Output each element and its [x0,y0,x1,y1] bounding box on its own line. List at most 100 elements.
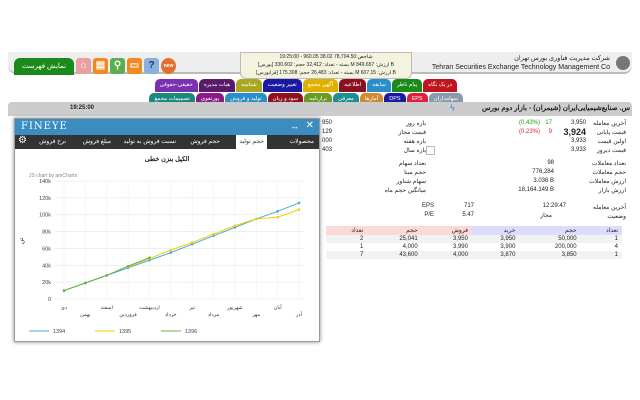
x-tick-label: دی [61,305,67,311]
cell: 50,000 [558,236,577,242]
legend-label[interactable]: 1396 [185,329,197,335]
label: قیمت دیروز [596,148,626,154]
label: میانگین حجم ماه [384,188,426,194]
cell: 1 [614,252,618,258]
value: 776,284 [532,169,554,175]
data-point[interactable] [233,224,237,227]
fineye-window: FINEYE ↔ ✕ ⚙ محصولات حجم تولید حجم فروش نسب… [14,118,320,342]
label: حجم معاملات [592,170,626,176]
data-point[interactable] [276,210,279,213]
value: 717 [463,203,474,209]
data-point[interactable] [148,256,151,259]
data-point[interactable] [190,241,194,244]
gear-icon[interactable]: ⚙ [18,135,27,146]
tab[interactable]: در یک نگاه [423,79,457,92]
chart-credit: JS chart by amCharts [29,173,78,179]
label: قیمت مجاز [398,130,426,136]
data-point[interactable] [169,251,173,254]
new-icon[interactable]: new [161,58,176,74]
value: 3.036 B [533,178,554,184]
cell: 1 [614,236,618,242]
tab[interactable]: اطلاعیه [339,79,367,92]
data-point[interactable] [84,281,87,285]
y-tick-label: 140k [39,179,51,185]
data-point[interactable] [169,248,173,252]
cell: 3,870 [500,252,516,258]
y-tick-label: 60k [42,246,51,252]
cell: 2 [360,236,364,242]
data-point[interactable] [254,217,258,221]
label: P/E [424,212,434,218]
column-header: تعداد [580,226,622,235]
value: 98 [547,160,554,166]
show-menu-button[interactable]: نمایش فهرست [14,58,74,75]
table-icon[interactable]: ▤ [93,58,108,74]
window-titlebar[interactable]: FINEYE ↔ ✕ [15,119,319,135]
value: مجاز [540,213,552,219]
window-tab[interactable]: حجم فروش [190,139,220,145]
tab[interactable]: آگهی مجمع [302,79,339,92]
data-point[interactable] [297,208,301,211]
tab[interactable]: هیات مدیره [198,79,236,92]
x-tick-label: شهریور [226,305,243,311]
data-point[interactable] [62,289,66,292]
column-header: تعداد [326,226,368,235]
window-tab[interactable]: نرخ فروش [39,139,66,145]
x-tick-label: اسفند [101,305,113,311]
label: آخرین معامله [593,205,626,211]
tabs-row-1: در یک نگاه پیام ناظر سابقه اطلاعیه آگهی مجمع… [154,79,457,92]
lightning-icon: ϟ [450,103,455,113]
data-point[interactable] [105,274,109,277]
window-tab[interactable]: مبلغ فروش [82,139,111,145]
chart-icon[interactable] [426,146,435,155]
value: 3,933 [570,147,586,153]
window-tabs: ⚙ محصولات حجم تولید حجم فروش نسبت فروش به ت… [15,135,319,149]
cell: 4,000 [402,244,418,250]
x-tick-label: آبان [274,304,283,311]
y-tick-label: 80k [42,230,51,236]
x-tick-label: آذر [295,311,303,318]
data-point[interactable] [212,232,215,236]
tab[interactable]: سابقه [367,79,391,92]
window-tab[interactable]: نسبت فروش به تولید [123,139,176,145]
legend-label[interactable]: 1395 [119,329,131,335]
tab[interactable]: پیام ناظر [391,79,423,92]
change: 17 [545,120,552,126]
label: بازه روز [406,121,426,127]
search-icon[interactable]: ⚲ [110,58,125,74]
legend-label[interactable]: 1394 [53,329,65,335]
value: 950 [322,120,333,126]
line-chart: JS chart by amCharts 0 20k 40k 60k 80k 100k 120… [19,173,305,335]
data-point[interactable] [126,264,130,268]
label: قیمت پایانی [596,130,626,136]
window-tab[interactable]: محصولات [289,139,314,145]
tab[interactable]: شناسه [236,79,262,92]
y-tick-label: 0 [48,297,51,303]
symbol-title: س. صنایع‌شیمیایی‌ایران (شیمران) - بازار … [482,105,630,112]
home-icon[interactable]: ⌂ [76,58,91,74]
value: 3,933 [570,138,586,144]
close-icon[interactable]: ✕ [305,120,314,131]
chart-title: الکیل بنزن خطی [144,156,190,163]
tab[interactable]: تغییر وضعیت [262,79,302,92]
message-icon[interactable]: ▭ [127,58,142,74]
value: 3,924 [563,127,586,137]
value: 5.47 [462,212,474,218]
data-point[interactable] [276,215,279,219]
logo-icon [616,56,630,70]
label: بازه هفته [403,139,426,145]
tab[interactable]: حقیقی-حقوقی [154,79,198,92]
cell: 4 [614,244,618,250]
label: EPS [421,203,434,209]
window-tab[interactable]: حجم تولید [236,135,267,149]
label: وضعیت [607,214,626,220]
data-point[interactable] [297,201,301,205]
label: حجم مبنا [404,170,426,176]
table-row: 7 43,600 4,000 3,870 3,850 1 [326,251,622,259]
ticker-line: [فرابورس] بسته - تعداد: 26,483 حجم: 175.… [256,70,396,76]
y-tick-label: 40k [42,263,51,269]
order-book-header: تعداد حجم فروش خرید حجم تعداد [326,226,622,235]
column-header: فروش [421,226,472,235]
help-icon[interactable]: ? [144,58,159,74]
resize-icon[interactable]: ↔ [290,121,299,131]
